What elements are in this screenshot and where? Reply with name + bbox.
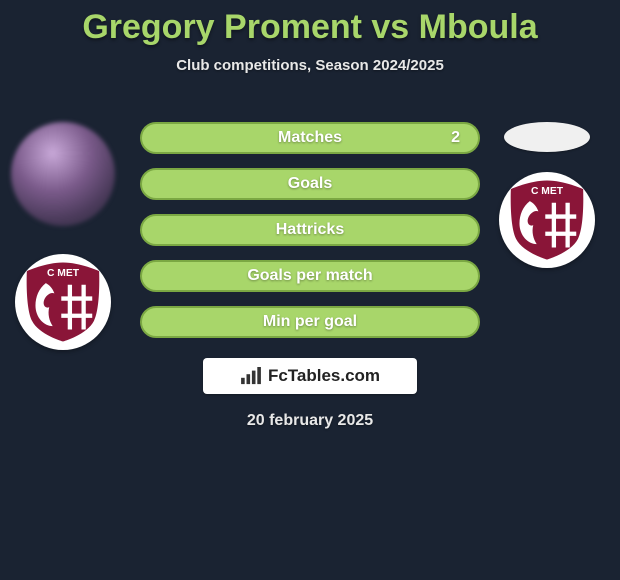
svg-text:C MET: C MET [47, 268, 80, 279]
player-left-column: C MET [8, 122, 118, 350]
date-label: 20 february 2025 [0, 412, 620, 430]
player-right-club-badge: C MET [499, 172, 595, 268]
player-right-photo [504, 122, 590, 152]
stat-bar-matches: Matches 2 [140, 122, 480, 154]
stat-value-right: 2 [451, 129, 460, 147]
stat-label: Goals per match [247, 267, 372, 285]
stat-label: Hattricks [276, 221, 344, 239]
metz-crest-icon: C MET [20, 259, 106, 345]
page-title: Gregory Proment vs Mboula [0, 0, 620, 47]
stat-label: Min per goal [263, 313, 357, 331]
bar-chart-icon [240, 367, 262, 385]
player-left-photo [11, 122, 115, 226]
player-left-club-badge: C MET [15, 254, 111, 350]
stat-label: Goals [288, 175, 332, 193]
stat-bar-goals-per-match: Goals per match [140, 260, 480, 292]
stat-bar-hattricks: Hattricks [140, 214, 480, 246]
svg-text:C MET: C MET [531, 186, 564, 197]
stat-bar-min-per-goal: Min per goal [140, 306, 480, 338]
brand-text: FcTables.com [268, 366, 380, 386]
stat-label: Matches [278, 129, 342, 147]
brand-badge: FcTables.com [203, 358, 417, 394]
metz-crest-icon: C MET [504, 177, 590, 263]
stats-list: Matches 2 Goals Hattricks Goals per matc… [140, 122, 480, 338]
stat-bar-goals: Goals [140, 168, 480, 200]
player-right-column: C MET [492, 122, 602, 268]
subtitle: Club competitions, Season 2024/2025 [0, 57, 620, 74]
